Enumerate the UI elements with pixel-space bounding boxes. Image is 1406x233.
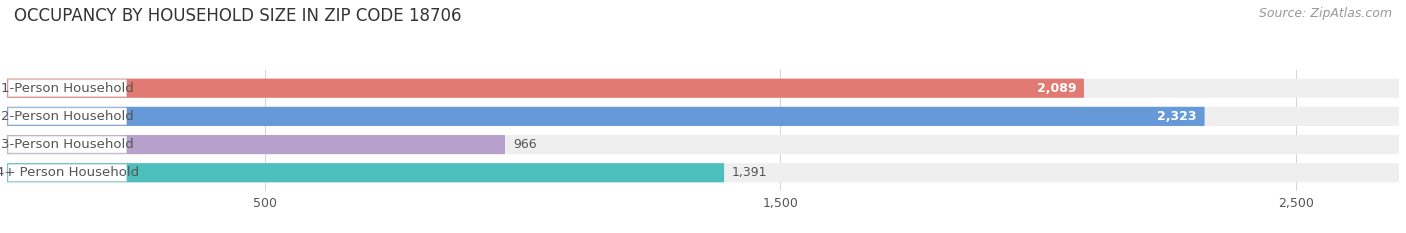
Text: 966: 966 <box>513 138 537 151</box>
Text: OCCUPANCY BY HOUSEHOLD SIZE IN ZIP CODE 18706: OCCUPANCY BY HOUSEHOLD SIZE IN ZIP CODE … <box>14 7 461 25</box>
FancyBboxPatch shape <box>7 107 1399 126</box>
FancyBboxPatch shape <box>7 79 1399 98</box>
FancyBboxPatch shape <box>7 163 724 182</box>
FancyBboxPatch shape <box>8 164 127 181</box>
FancyBboxPatch shape <box>7 135 505 154</box>
FancyBboxPatch shape <box>8 80 127 97</box>
Text: 2,323: 2,323 <box>1157 110 1197 123</box>
FancyBboxPatch shape <box>7 163 1399 182</box>
Text: 1,391: 1,391 <box>733 166 768 179</box>
FancyBboxPatch shape <box>7 79 1084 98</box>
Text: 2-Person Household: 2-Person Household <box>1 110 134 123</box>
Text: Source: ZipAtlas.com: Source: ZipAtlas.com <box>1258 7 1392 20</box>
FancyBboxPatch shape <box>8 108 127 125</box>
Text: 4+ Person Household: 4+ Person Household <box>0 166 139 179</box>
Text: 2,089: 2,089 <box>1036 82 1076 95</box>
Text: 3-Person Household: 3-Person Household <box>1 138 134 151</box>
FancyBboxPatch shape <box>7 107 1205 126</box>
FancyBboxPatch shape <box>7 135 1399 154</box>
Text: 1-Person Household: 1-Person Household <box>1 82 134 95</box>
FancyBboxPatch shape <box>8 136 127 153</box>
